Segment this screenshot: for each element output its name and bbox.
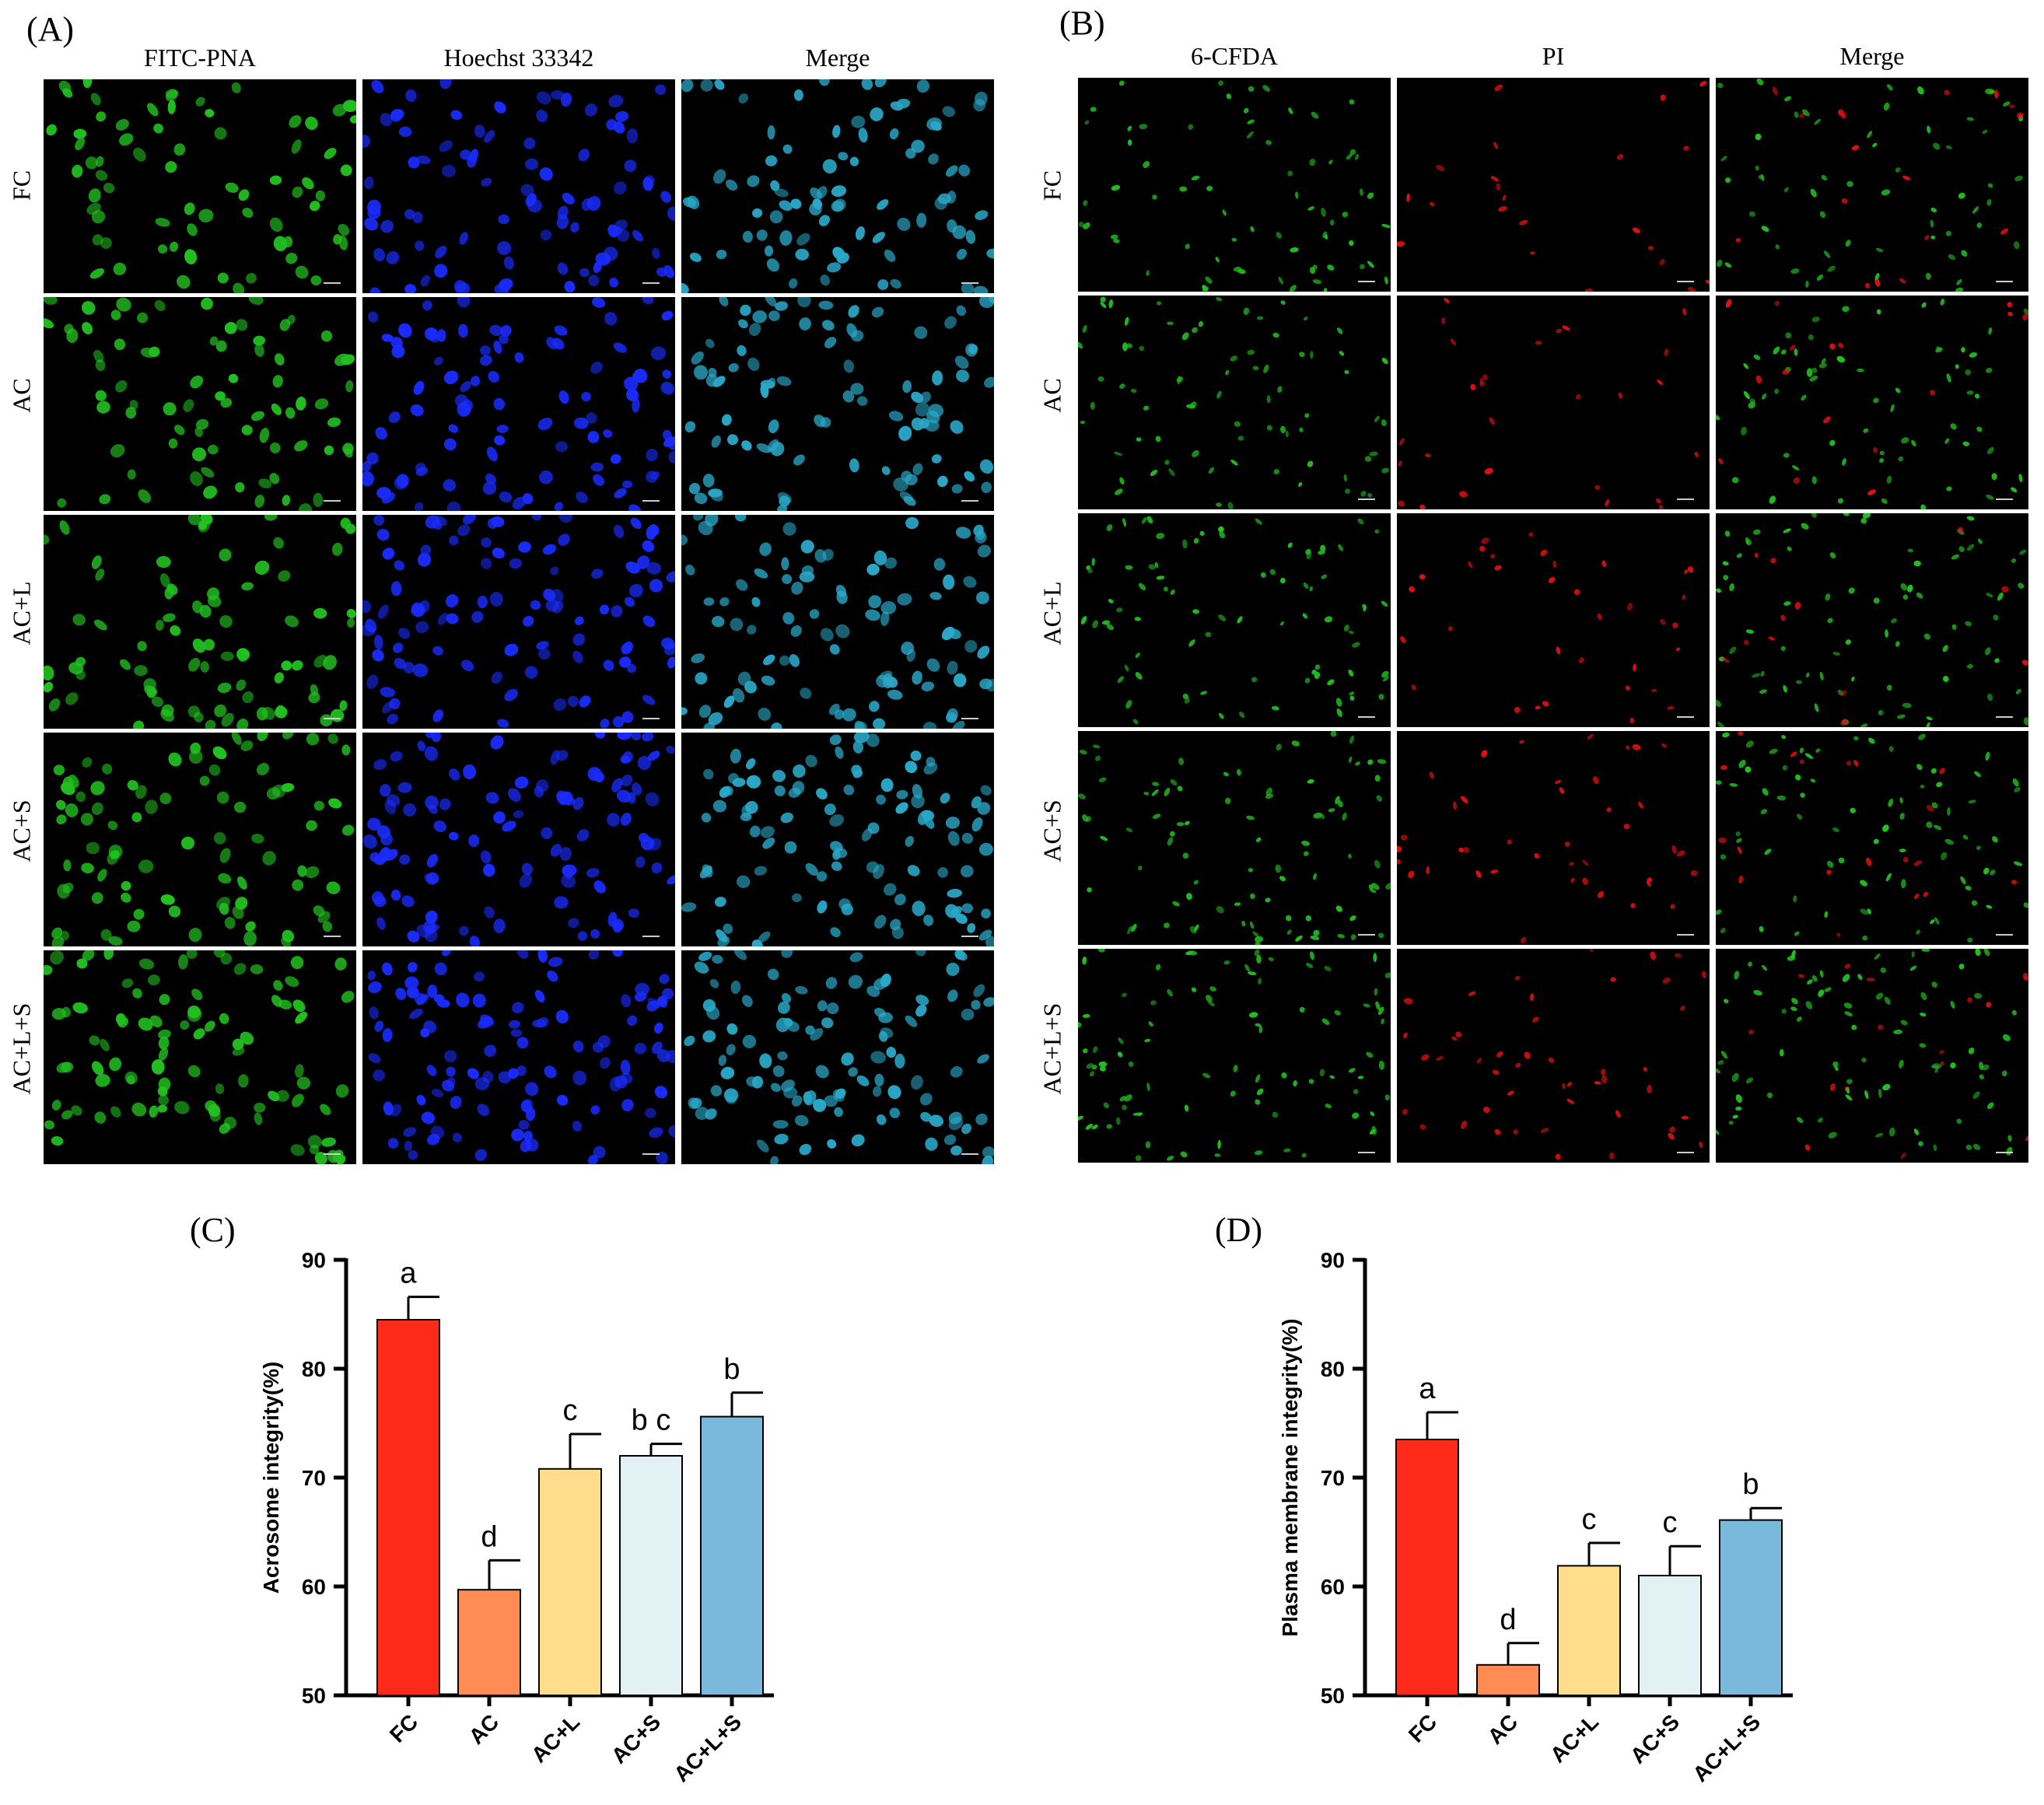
plasma-membrane-integrity-chart: 50 60 70 80 90 Plasma membrane integrity(%) a F… — [1278, 1248, 1793, 1786]
y-axis-label: Plasma membrane integrity(%) — [1278, 1318, 1302, 1636]
y-tick-label: 50 — [1321, 1684, 1345, 1708]
bar — [457, 1589, 521, 1697]
bar — [376, 1319, 440, 1696]
panel-b-col-header: Merge — [1839, 42, 1905, 70]
panel-b-col-header: 6-CFDA — [1190, 42, 1278, 70]
panel-b-letter: (B) — [1059, 4, 1105, 42]
x-tick-label: AC+L+S — [669, 1709, 746, 1786]
y-tick-label: 90 — [302, 1248, 326, 1272]
viability-image — [1078, 78, 1391, 292]
viability-image — [1397, 513, 1710, 727]
y-tick-label: 50 — [302, 1684, 326, 1708]
panel-b-row-label: AC — [1038, 378, 1066, 413]
y-tick-label: 60 — [302, 1575, 326, 1599]
viability-image — [1078, 731, 1391, 945]
panel-a-row-label: AC+L+S — [7, 1002, 36, 1095]
fluorescence-image — [681, 515, 994, 729]
fluorescence-image — [681, 297, 994, 511]
panel-c-letter: (C) — [190, 1211, 236, 1249]
fluorescence-image — [681, 733, 994, 946]
viability-image — [1716, 949, 2028, 1163]
significance-label: c — [1582, 1503, 1597, 1536]
y-tick-label: 70 — [302, 1466, 326, 1490]
fluorescence-image — [44, 733, 356, 946]
bar — [1719, 1519, 1783, 1696]
y-axis-label: Acrosome integrity(%) — [259, 1362, 283, 1594]
bar — [700, 1415, 764, 1696]
fluorescence-image — [44, 950, 356, 1164]
y-tick-label: 70 — [1321, 1466, 1345, 1490]
bar — [1395, 1439, 1459, 1696]
bar — [1638, 1575, 1702, 1696]
viability-image — [1397, 296, 1710, 509]
panel-a-col-header: FITC-PNA — [143, 44, 256, 72]
fluorescence-image — [362, 950, 675, 1164]
acrosome-integrity-chart: 50 60 70 80 90 Acrosome integrity(%) a FC d AC c AC… — [259, 1248, 774, 1786]
bar — [538, 1467, 602, 1696]
significance-label: c — [1663, 1506, 1678, 1539]
panel-b-row-label: AC+S — [1038, 799, 1066, 862]
y-tick-label: 80 — [302, 1357, 326, 1381]
panel-a-row-label: FC — [7, 170, 36, 201]
panel-a-col-header: Hoechst 33342 — [443, 44, 594, 72]
x-tick-label: AC+L+S — [1688, 1709, 1765, 1786]
panel-a-letter: (A) — [26, 10, 75, 48]
bar — [1476, 1663, 1540, 1696]
fluorescence-image — [681, 950, 994, 1164]
x-tick-label: AC — [464, 1709, 504, 1749]
x-tick-label: AC+S — [1626, 1709, 1684, 1768]
fluorescence-image — [44, 79, 356, 293]
fluorescence-image — [362, 733, 675, 946]
significance-label: a — [400, 1258, 417, 1290]
viability-image — [1716, 731, 2028, 945]
fluorescence-image — [362, 79, 675, 293]
viability-image — [1397, 731, 1710, 945]
panel-b-row-label: FC — [1038, 170, 1066, 201]
panel-a-row-label: AC+L — [7, 581, 36, 645]
panel-b-col-header: PI — [1542, 42, 1565, 70]
x-tick-label: AC+L — [1545, 1709, 1603, 1767]
fluorescence-image — [44, 515, 356, 729]
y-tick-label: 90 — [1321, 1248, 1345, 1272]
panel-b-row-label: AC+L — [1038, 581, 1066, 645]
significance-label: b — [723, 1353, 740, 1386]
viability-image — [1078, 296, 1391, 509]
panel-d-letter: (D) — [1215, 1211, 1263, 1249]
fluorescence-image — [681, 79, 994, 293]
x-tick-label: FC — [1404, 1709, 1441, 1747]
panel-a-row-label: AC — [7, 378, 36, 413]
viability-image — [1397, 78, 1710, 292]
x-tick-label: AC+L — [527, 1709, 584, 1767]
y-tick-label: 60 — [1321, 1575, 1345, 1599]
viability-image — [1716, 296, 2028, 509]
viability-image — [1716, 513, 2028, 727]
panel-a-col-header: Merge — [805, 44, 870, 72]
fluorescence-image — [362, 515, 675, 729]
significance-label: b — [1742, 1468, 1759, 1501]
viability-image — [1078, 949, 1391, 1163]
significance-label: b c — [632, 1404, 671, 1437]
x-tick-label: AC+S — [607, 1709, 665, 1768]
panel-b-row-label: AC+L+S — [1038, 1002, 1066, 1095]
significance-label: a — [1419, 1373, 1436, 1405]
fluorescence-image — [362, 297, 675, 511]
fluorescence-image — [44, 297, 356, 511]
bar — [619, 1455, 683, 1696]
significance-label: d — [481, 1520, 497, 1553]
y-tick-label: 80 — [1321, 1357, 1345, 1381]
significance-label: c — [563, 1394, 578, 1427]
panel-a-row-label: AC+S — [7, 799, 36, 862]
x-tick-label: AC — [1483, 1709, 1523, 1749]
significance-label: d — [1500, 1604, 1516, 1636]
viability-image — [1716, 78, 2028, 292]
bar — [1557, 1565, 1621, 1696]
viability-image — [1078, 513, 1391, 727]
x-tick-label: FC — [385, 1709, 422, 1747]
viability-image — [1397, 949, 1710, 1163]
